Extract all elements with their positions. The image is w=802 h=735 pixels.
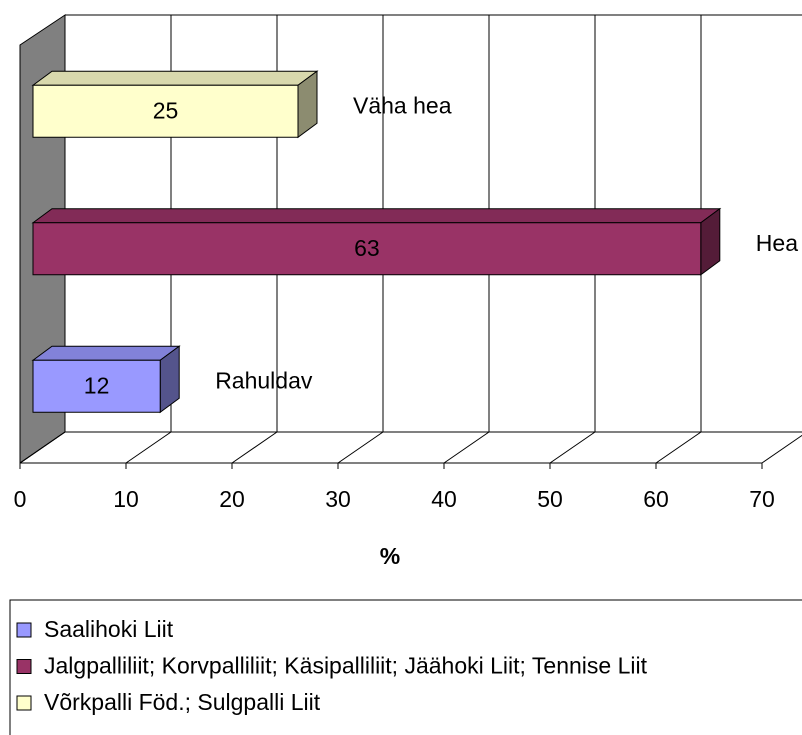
bar bbox=[32, 222, 702, 276]
category-label: Väha hea bbox=[353, 92, 452, 118]
data-label: 25 bbox=[153, 97, 179, 123]
legend-label: Jalgpalliliit; Korvpalliliit; Käsipallil… bbox=[44, 653, 648, 679]
data-label: 63 bbox=[354, 235, 380, 261]
x-tick-label: 30 bbox=[325, 486, 351, 512]
bar-top bbox=[31, 345, 181, 361]
floor-grid-line bbox=[125, 431, 172, 464]
x-axis-title: % bbox=[380, 543, 400, 569]
bar-top bbox=[31, 70, 319, 86]
data-label: 12 bbox=[84, 372, 110, 398]
bar bbox=[32, 359, 161, 413]
x-tick-label: 50 bbox=[537, 486, 563, 512]
legend-label: Võrkpalli Föd.; Sulgpalli Liit bbox=[44, 689, 321, 715]
category-label: Rahuldav bbox=[215, 367, 313, 393]
x-tick-label: 40 bbox=[431, 486, 457, 512]
legend-swatch bbox=[16, 622, 32, 638]
floor-grid-line bbox=[19, 431, 66, 464]
x-tick-label: 20 bbox=[219, 486, 245, 512]
bar-top bbox=[31, 208, 722, 224]
legend-label: Saalihoki Liit bbox=[44, 616, 174, 642]
floor-grid-line bbox=[231, 431, 278, 464]
floor-grid-line bbox=[761, 434, 802, 464]
legend-swatch bbox=[16, 695, 32, 711]
floor-grid-line bbox=[655, 431, 702, 464]
floor-grid-line bbox=[549, 431, 596, 464]
floor-grid-line bbox=[443, 431, 490, 464]
legend bbox=[9, 599, 802, 735]
bar bbox=[32, 84, 299, 138]
x-tick-label: 60 bbox=[643, 486, 669, 512]
x-tick-label: 0 bbox=[14, 486, 27, 512]
x-tick-label: 70 bbox=[749, 486, 775, 512]
category-label: Hea bbox=[756, 230, 798, 256]
x-tick-label: 10 bbox=[113, 486, 139, 512]
legend-swatch bbox=[16, 659, 32, 674]
floor-grid-line bbox=[337, 431, 384, 464]
